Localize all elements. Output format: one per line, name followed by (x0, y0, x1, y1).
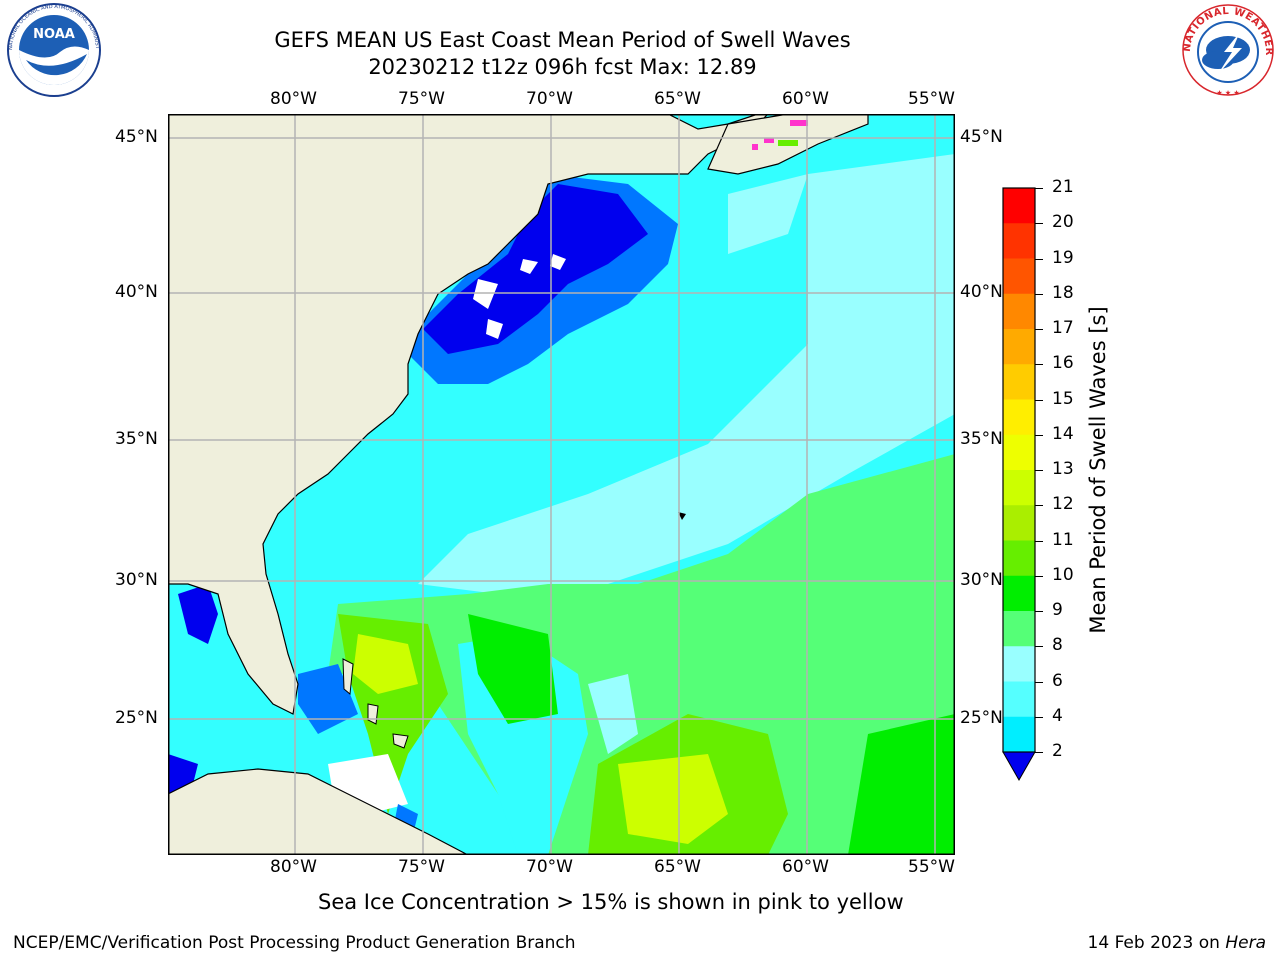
footer-host: Hera (1225, 933, 1266, 953)
lat-label-right: 25°N (960, 708, 1003, 728)
colorbar-tick-label: 20 (1052, 212, 1074, 233)
colorbar-tick-label: 15 (1052, 388, 1074, 409)
lon-label-bottom: 55°W (908, 857, 955, 877)
colorbar-tick (1035, 434, 1043, 436)
colorbar-tick-label: 6 (1052, 670, 1063, 691)
colorbar-tick-label: 14 (1052, 423, 1074, 444)
colorbar-tick-label: 2 (1052, 741, 1063, 761)
noaa-logo-text: NOAA (33, 27, 75, 42)
lon-label-top: 65°W (654, 89, 701, 109)
svg-text:★ ★ ★: ★ ★ ★ (1216, 89, 1239, 97)
sea-ice-note: Sea Ice Concentration > 15% is shown in … (318, 890, 904, 914)
lat-label-right: 35°N (960, 429, 1003, 449)
colorbar-tick (1035, 470, 1043, 471)
lat-label-right: 30°N (960, 570, 1003, 590)
colorbar-tick (1035, 293, 1043, 295)
colorbar-tick-label: 16 (1052, 353, 1074, 374)
colorbar-title: Mean Period of Swell Waves [s] (1086, 306, 1110, 634)
lat-label-left: 35°N (115, 429, 158, 449)
colorbar-tick-label: 9 (1052, 600, 1063, 620)
colorbar-tick-label: 12 (1052, 494, 1074, 515)
colorbar-tick-label: 18 (1052, 282, 1074, 303)
footer-left: NCEP/EMC/Verification Post Processing Pr… (13, 933, 576, 953)
colorbar-tick (1035, 223, 1043, 225)
colorbar-tick (1035, 611, 1043, 612)
colorbar-segment (1003, 681, 1035, 718)
footer-date: 14 Feb 2023 on (1087, 933, 1226, 953)
nws-logo-icon: NATIONAL WEATHER SERVICE ★ ★ ★ (1178, 2, 1274, 97)
lon-label-bottom: 60°W (782, 857, 829, 877)
colorbar-segment (1003, 188, 1035, 224)
lon-label-bottom: 65°W (654, 857, 701, 877)
lon-label-top: 70°W (526, 89, 573, 109)
lon-label-top: 80°W (270, 89, 317, 109)
lat-label-left: 30°N (115, 570, 158, 590)
lon-label-top: 75°W (398, 89, 445, 109)
colorbar-segment (1003, 434, 1035, 471)
chart-title: GEFS MEAN US East Coast Mean Period of S… (274, 28, 851, 52)
colorbar-tick-label: 11 (1052, 529, 1074, 550)
chart-subtitle: 20230212 t12z 096h fcst Max: 12.89 (368, 55, 757, 79)
colorbar-segment (1003, 470, 1035, 506)
colorbar-segment (1003, 329, 1035, 365)
colorbar-tick-label: 10 (1052, 564, 1074, 585)
colorbar-segment (1003, 575, 1035, 612)
graticule (168, 114, 955, 855)
colorbar-segment (1003, 223, 1035, 259)
colorbar-tick (1035, 399, 1043, 401)
colorbar (1002, 187, 1036, 782)
colorbar-segment (1003, 399, 1035, 436)
colorbar-segment (1003, 293, 1035, 330)
colorbar-tick-label: 8 (1052, 635, 1063, 656)
colorbar-tick-label: 19 (1052, 247, 1074, 268)
lat-label-left: 25°N (115, 708, 158, 728)
colorbar-tick (1035, 681, 1043, 683)
colorbar-tick (1035, 258, 1043, 260)
sea-ice-mark (790, 120, 808, 126)
footer-right: 14 Feb 2023 on Hera (1088, 933, 1266, 953)
lat-label-right: 40°N (960, 282, 1003, 302)
map-frame (168, 114, 955, 855)
cuba-land (168, 768, 469, 855)
colorbar-segment (1003, 716, 1035, 753)
colorbar-tick (1035, 364, 1043, 366)
lon-label-top: 55°W (908, 89, 955, 109)
colorbar-tick-label: 21 (1052, 177, 1074, 197)
lon-label-bottom: 80°W (270, 857, 317, 877)
colorbar-segment (1003, 540, 1035, 577)
colorbar-tick (1035, 752, 1043, 753)
lon-label-bottom: 75°W (398, 857, 445, 877)
lat-label-left: 40°N (115, 282, 158, 302)
colorbar-tick (1035, 505, 1043, 507)
colorbar-segment (1003, 646, 1035, 682)
colorbar-tick (1035, 575, 1043, 577)
colorbar-tick (1035, 716, 1043, 718)
lat-label-left: 45°N (115, 127, 158, 147)
lon-label-top: 60°W (782, 89, 829, 109)
colorbar-tick (1035, 329, 1043, 330)
swell-period-map (168, 114, 955, 855)
colorbar-tick-label: 17 (1052, 318, 1074, 338)
lat-label-right: 45°N (960, 127, 1003, 147)
colorbar-segment (1003, 258, 1035, 295)
colorbar-segment (1003, 505, 1035, 541)
colorbar-tick (1035, 540, 1043, 542)
colorbar-tick-label: 13 (1052, 459, 1074, 479)
colorbar-tick-label: 4 (1052, 705, 1063, 726)
colorbar-tick (1035, 646, 1043, 648)
lon-label-bottom: 70°W (526, 857, 573, 877)
colorbar-tick (1035, 188, 1043, 189)
colorbar-segment (1003, 364, 1035, 400)
noaa-logo-icon: NOAA NATIONAL OCEANIC AND ATMOSPHERIC AD… (2, 2, 101, 97)
colorbar-segment (1003, 611, 1035, 647)
